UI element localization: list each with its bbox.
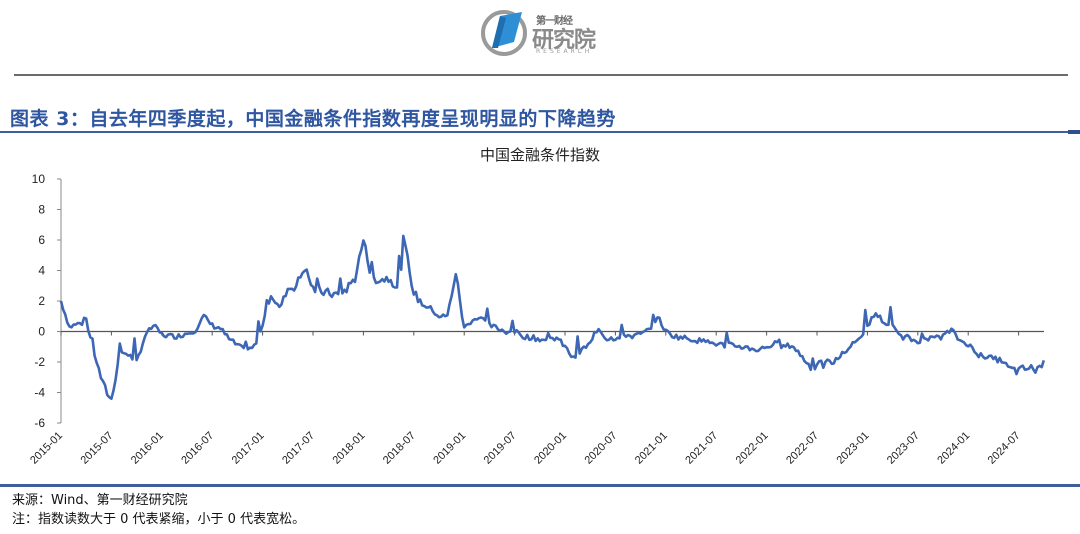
x-tick-label: 2022-01 <box>734 430 771 467</box>
title-divider-end <box>1068 130 1080 134</box>
x-tick-label: 2016-01 <box>129 430 166 467</box>
x-tick-label: 2023-07 <box>885 430 922 467</box>
header-divider <box>14 74 1068 76</box>
source-note: 来源：Wind、第一财经研究院 <box>12 493 188 508</box>
chart-title: 中国金融条件指数 <box>479 146 600 164</box>
logo-main-text: 研究院 <box>532 28 596 53</box>
x-tick-label: 2024-07 <box>986 430 1023 467</box>
x-tick-label: 2020-07 <box>582 430 619 467</box>
x-tick-label: 2023-01 <box>834 430 871 467</box>
x-tick-label: 2015-07 <box>78 430 115 467</box>
footer-divider <box>0 484 1080 487</box>
x-tick-label: 2017-07 <box>280 430 317 467</box>
explanation-note: 注：指数读数大于 0 代表紧缩，小于 0 代表宽松。 <box>12 512 306 527</box>
x-tick-label: 2021-01 <box>633 430 670 467</box>
y-tick-label: -6 <box>34 416 45 430</box>
x-axis: 2015-01 2015-07 2016-01 2016-07 2017-01 2017-… <box>28 330 1044 467</box>
series-line <box>59 234 1046 400</box>
y-tick-label: 2 <box>38 294 45 308</box>
y-tick-label: 8 <box>38 203 45 217</box>
y-tick-label: -4 <box>34 386 45 400</box>
line-chart: 10 8 6 4 2 0 -2 -4 -6 2015-01 2015-07 2016-01 2016-… <box>28 172 1046 467</box>
figure-title: 图表 3：自去年四季度起，中国金融条件指数再度呈现明显的下降趋势 <box>10 108 616 130</box>
logo-top-text: 第一财经 <box>536 16 573 27</box>
x-tick-label: 2024-01 <box>935 430 972 467</box>
x-tick-label: 2017-01 <box>230 430 267 467</box>
y-tick-label: -2 <box>34 355 45 369</box>
y-tick-label: 6 <box>38 233 45 247</box>
x-tick-label: 2022-07 <box>784 430 821 467</box>
x-tick-label: 2015-01 <box>28 430 65 467</box>
x-tick-label: 2019-07 <box>482 430 519 467</box>
title-divider <box>0 131 1080 133</box>
logo-emblem-icon <box>481 10 527 56</box>
logo-sub-text: RESEARCH <box>536 48 593 55</box>
y-tick-label: 4 <box>38 264 45 278</box>
x-tick-label: 2018-01 <box>330 430 367 467</box>
x-tick-label: 2019-01 <box>431 430 468 467</box>
logo: 第一财经 研究院 RESEARCH <box>480 6 610 58</box>
x-tick-label: 2016-07 <box>179 430 216 467</box>
y-tick-label: 10 <box>32 172 46 186</box>
x-tick-label: 2020-01 <box>532 430 569 467</box>
y-axis: 10 8 6 4 2 0 -2 -4 -6 <box>32 172 62 430</box>
x-tick-label: 2021-07 <box>683 430 720 467</box>
x-tick-label: 2018-07 <box>381 430 418 467</box>
y-tick-label: 0 <box>38 325 45 339</box>
